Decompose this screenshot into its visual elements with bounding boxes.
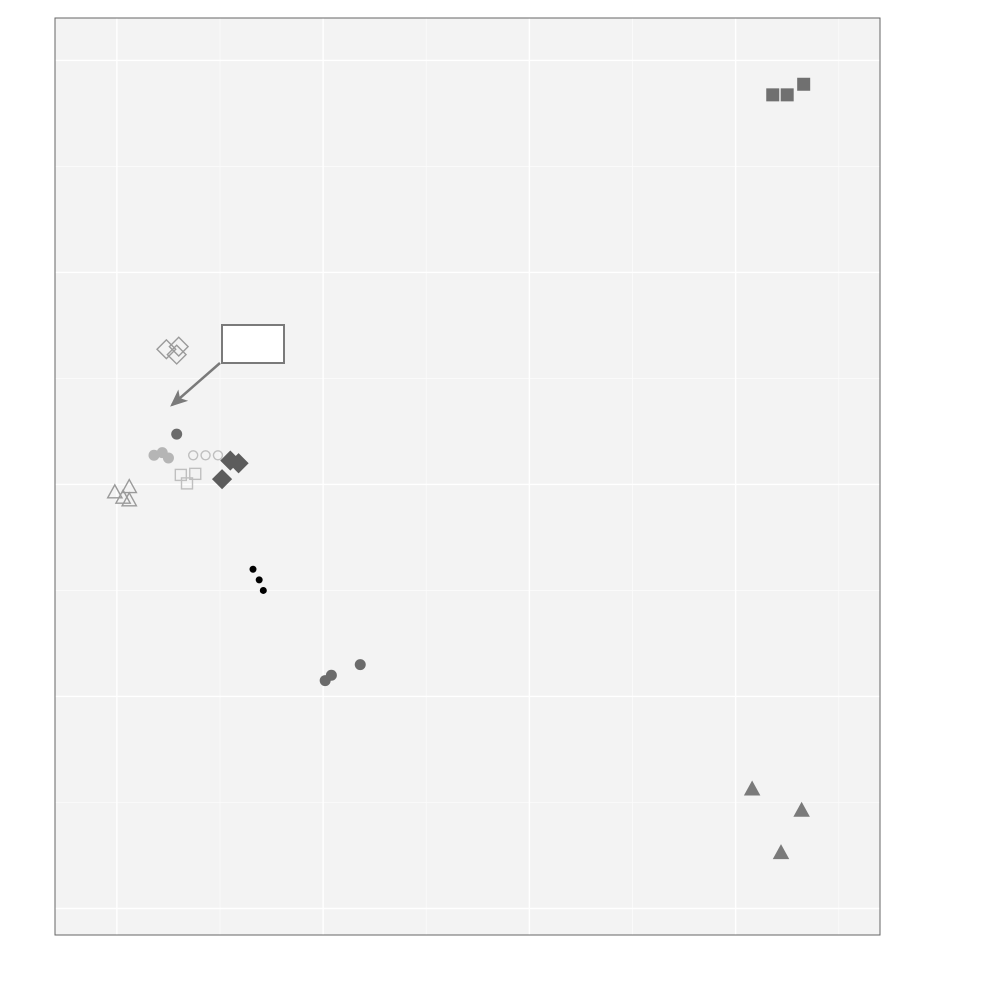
point — [260, 587, 267, 594]
plot-panel — [55, 18, 880, 935]
point — [797, 78, 810, 91]
point — [256, 576, 263, 583]
point — [171, 429, 182, 440]
point — [766, 88, 779, 101]
point — [326, 670, 337, 681]
point — [250, 566, 257, 573]
point — [781, 88, 794, 101]
pca-scatter-chart — [0, 0, 1000, 988]
annotation-box — [222, 325, 284, 363]
point — [355, 659, 366, 670]
point — [163, 452, 174, 463]
